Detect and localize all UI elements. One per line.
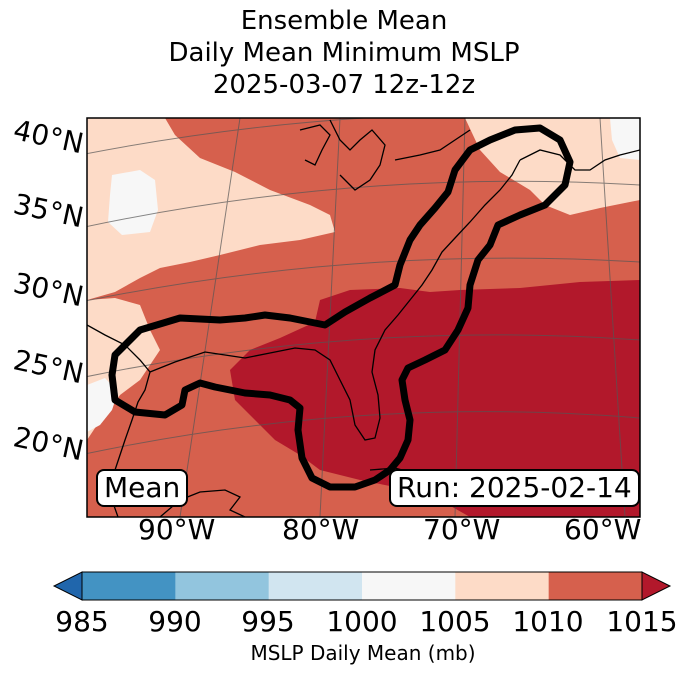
field-1005-northeast — [465, 118, 640, 215]
mean-label-box: Mean — [96, 469, 189, 507]
lon-label-70w: 70°W — [423, 513, 501, 546]
cbar-tick-1000: 1000 — [326, 605, 398, 638]
cbar-tick-995: 995 — [241, 605, 295, 638]
field-1005-northwest — [87, 118, 335, 300]
cbar-tick-985: 985 — [55, 605, 109, 638]
field-1015-core — [230, 280, 640, 517]
run-date-box: Run: 2025-02-14 — [389, 469, 640, 507]
cbar-tick-990: 990 — [148, 605, 202, 638]
field-1000-northeast — [610, 118, 640, 160]
title-line-2: Daily Mean Minimum MSLP — [168, 38, 520, 68]
colorbar-label: MSLP Daily Mean (mb) — [250, 641, 476, 665]
cbar-tick-1010: 1010 — [512, 605, 584, 638]
lon-label-80w: 80°W — [282, 513, 360, 546]
lon-label-90w: 90°W — [138, 513, 216, 546]
storm-track-contour — [108, 124, 574, 491]
map-field — [87, 118, 640, 517]
cbar-tick-1005: 1005 — [419, 605, 491, 638]
field-1000-west — [87, 378, 118, 432]
field-1000-northwest — [108, 170, 158, 235]
cbar-tick-1015: 1015 — [606, 605, 678, 638]
title-line-3: 2025-03-07 12z-12z — [212, 70, 476, 100]
title-line-1: Ensemble Mean — [240, 6, 448, 36]
map-frame — [86, 117, 641, 518]
lon-label-60w: 60°W — [564, 513, 642, 546]
